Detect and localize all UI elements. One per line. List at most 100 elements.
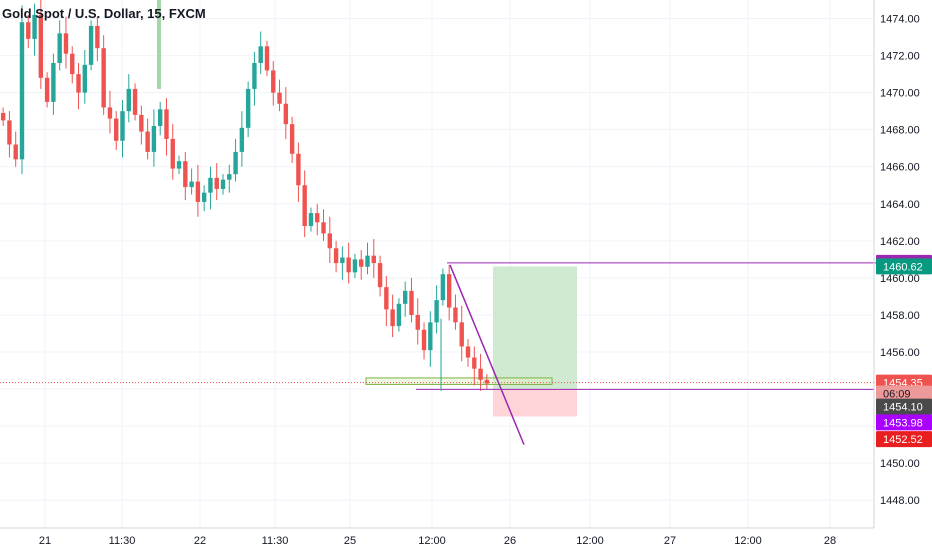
candle-body [472,357,477,369]
candle-body [70,53,75,75]
candle-body [88,25,94,65]
time-tick-label: 12:00 [734,535,762,547]
candle-body [390,309,395,327]
long-position-profit-zone[interactable] [493,266,577,390]
trend-line[interactable] [449,264,525,445]
price-tick-label: 1474.00 [880,14,920,26]
candle-body [63,33,69,54]
candle-body [453,307,458,323]
candle-body [114,118,119,141]
candle-body [0,113,6,121]
candle-body [283,103,289,125]
candle-body [57,33,62,63]
price-tick-label: 1456.00 [880,347,920,359]
candle-body [421,329,427,351]
time-tick-label: 11:30 [109,535,136,547]
time-tick-label: 26 [504,535,516,547]
candle-body [440,274,446,301]
price-tag: 1452.52 [876,431,932,448]
candle-body [214,177,219,189]
candle-body [239,127,245,152]
candle-body [289,124,295,154]
time-tick-label: 25 [344,535,356,547]
candle-body [51,62,56,102]
candle-body [82,64,88,93]
time-tick-label: 21 [39,535,51,547]
price-tag: 06:09 [876,385,932,402]
price-tag: 1454.10 [876,398,932,415]
time-tick-label: 11:30 [262,535,289,547]
candle-body [371,255,376,264]
price-tick-label: 1458.00 [880,310,920,322]
candle-body [76,74,81,93]
price-tick-label: 1462.00 [880,236,920,248]
candle-body [208,177,213,193]
price-tick-label: 1448.00 [880,495,920,507]
candle-body [195,181,201,202]
svg-text:1453.98: 1453.98 [883,417,923,429]
candle-body [157,109,163,126]
candle-body [19,22,25,160]
candle-body [465,346,471,358]
time-tick-label: 12:00 [576,535,604,547]
candle-body [327,233,333,249]
candle-body [107,107,113,119]
time-tick-label: 22 [194,535,206,547]
candle-body [484,379,490,384]
candle-body [377,263,383,288]
candle-body [302,185,307,227]
price-tick-label: 1460.00 [880,273,920,285]
price-tick-label: 1472.00 [880,51,920,63]
candle-body [151,125,157,152]
candle-body [258,46,263,63]
price-tick-label: 1450.00 [880,458,920,470]
candle-body [126,88,131,112]
candle-body [101,48,106,108]
candle-body [434,300,439,323]
candle-body [95,25,100,49]
long-position-stop-zone[interactable] [493,389,577,417]
candle-body [233,151,238,175]
support-zone-rect[interactable] [365,377,553,385]
candle-body [227,174,232,180]
candle-body [415,314,420,330]
candle-body [164,109,169,139]
candle-body [264,46,270,71]
price-tick-label: 1464.00 [880,199,920,211]
candle-body [132,88,138,115]
candle-body [7,120,12,145]
svg-text:1454.10: 1454.10 [883,402,923,414]
candle-body [271,70,276,93]
candle-body [402,290,408,304]
candle-body [396,303,402,327]
candle-body [446,274,452,308]
candle-body [428,322,433,351]
candle-body [220,179,226,189]
candle-body [277,92,282,104]
price-tick-label: 1468.00 [880,125,920,137]
candle-body [38,14,44,78]
candle-body [183,161,188,188]
price-tag: 1460.62 [876,258,932,275]
candle-body [321,222,326,234]
time-tick-label: 28 [824,535,836,547]
candle-body [145,131,150,152]
candle-body [384,287,389,310]
candle-body [409,290,414,315]
candle-body [333,248,339,264]
candle-body [176,161,182,169]
svg-text:1460.62: 1460.62 [883,261,923,273]
candle-body [352,259,358,273]
candle-body [478,368,483,380]
candle-body [26,22,31,39]
candle-body [120,111,125,141]
highlight-bar [157,0,161,89]
candle-body [365,255,370,267]
price-tick-label: 1466.00 [880,162,920,174]
candle-body [201,192,207,202]
candle-body [44,77,50,102]
candle-body [13,144,18,160]
symbol-title: Gold Spot / U.S. Dollar, 15, FXCM [2,6,206,21]
